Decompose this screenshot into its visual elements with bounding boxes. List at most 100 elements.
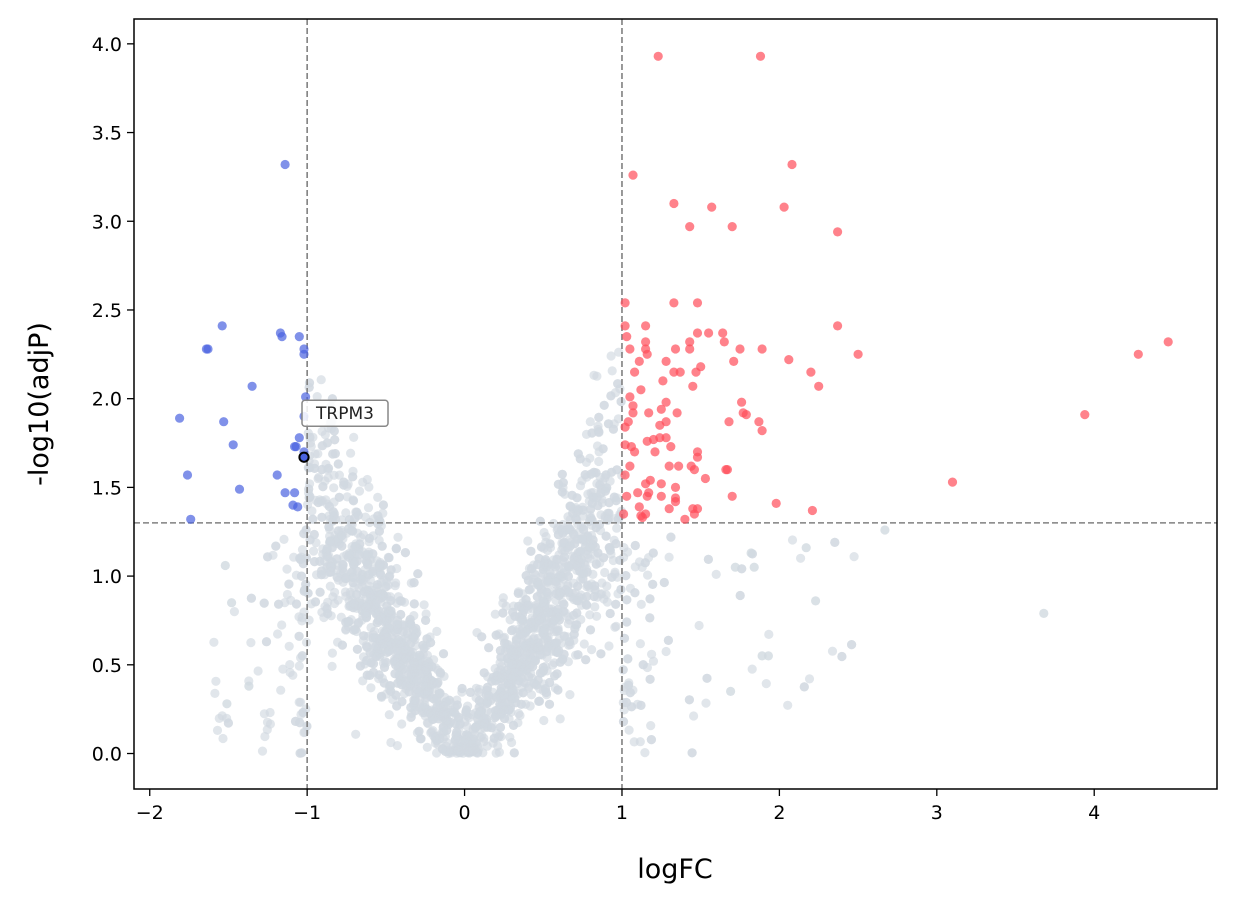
y-tick-label: 1.0 xyxy=(92,566,122,588)
ns-point xyxy=(593,501,603,511)
ns-point xyxy=(565,501,575,511)
up-regulated-point xyxy=(685,344,695,354)
ns-point xyxy=(401,680,411,691)
ns-point xyxy=(295,697,306,707)
ns-point xyxy=(371,641,381,651)
up-regulated-point xyxy=(656,404,666,414)
ns-point xyxy=(514,675,524,686)
y-tick-label: 3.5 xyxy=(92,123,122,145)
up-regulated-point xyxy=(642,349,652,359)
gene-annotations: TRPM3 xyxy=(298,399,389,463)
ns-point xyxy=(376,570,386,580)
x-tick-label: 0 xyxy=(459,802,471,824)
ns-point xyxy=(403,670,413,680)
up-regulated-point xyxy=(1080,410,1090,420)
x-tick-label: 2 xyxy=(773,802,785,824)
ns-point xyxy=(565,690,575,700)
ns-point xyxy=(602,597,613,607)
ns-point xyxy=(479,668,489,678)
ns-point xyxy=(330,435,340,445)
ns-point xyxy=(473,714,483,724)
ns-point xyxy=(757,651,767,661)
up-regulated-point xyxy=(672,408,682,418)
ns-point xyxy=(623,654,633,664)
ns-point xyxy=(622,617,632,627)
ns-point xyxy=(276,685,286,695)
plot-frame xyxy=(133,18,1218,790)
ns-point xyxy=(422,742,432,752)
ns-point xyxy=(360,608,370,618)
not-significant-points xyxy=(209,347,1049,759)
ns-point xyxy=(638,660,648,670)
ns-point xyxy=(362,655,372,666)
ns-point xyxy=(594,427,604,437)
ns-point xyxy=(621,571,631,581)
ns-point xyxy=(564,587,574,597)
down-regulated-point xyxy=(175,413,185,423)
ns-point xyxy=(535,516,545,526)
up-regulated-point xyxy=(680,514,690,524)
x-tick-label: 3 xyxy=(931,802,943,824)
ns-point xyxy=(420,666,430,676)
up-regulated-point xyxy=(641,479,651,489)
ns-point xyxy=(442,738,452,748)
up-regulated-point xyxy=(650,447,660,457)
ns-point xyxy=(348,472,358,482)
ns-point xyxy=(312,392,322,402)
ns-point xyxy=(398,627,408,637)
ns-point xyxy=(482,741,492,751)
ns-point xyxy=(386,737,396,748)
x-axis-label: logFC xyxy=(637,854,713,885)
ns-point xyxy=(297,651,307,661)
ns-point xyxy=(701,698,711,708)
ns-point xyxy=(360,512,371,522)
up-regulated-point xyxy=(628,408,638,418)
up-regulated-point xyxy=(644,408,654,418)
ns-point xyxy=(553,479,564,489)
ns-point xyxy=(587,428,597,438)
ns-point xyxy=(341,573,351,584)
ns-point xyxy=(556,588,566,598)
ns-point xyxy=(525,701,535,711)
ns-point xyxy=(492,671,503,681)
ns-point xyxy=(538,662,548,673)
ns-point xyxy=(220,560,230,571)
ns-point xyxy=(409,599,419,609)
ns-point xyxy=(322,604,332,614)
ns-point xyxy=(385,681,396,691)
ns-point xyxy=(453,745,463,755)
up-regulated-point xyxy=(754,417,764,427)
ns-point xyxy=(366,683,376,693)
ns-point xyxy=(623,547,633,557)
ns-point xyxy=(381,616,391,626)
ns-point xyxy=(666,532,676,542)
ns-point xyxy=(294,631,304,641)
ns-point xyxy=(553,604,563,615)
ns-point xyxy=(344,524,354,534)
ns-point xyxy=(490,609,500,619)
up-regulated-point xyxy=(634,502,644,512)
ns-point xyxy=(329,426,339,436)
ns-point xyxy=(635,639,646,649)
ns-point xyxy=(349,560,359,570)
ns-point xyxy=(598,444,608,454)
up-regulated-point xyxy=(642,436,652,446)
ns-point xyxy=(376,691,387,701)
ns-point xyxy=(384,646,394,656)
ns-point xyxy=(607,572,617,582)
ns-point xyxy=(508,685,518,695)
ns-point xyxy=(596,649,606,659)
ns-point xyxy=(811,596,821,606)
ns-point xyxy=(222,699,232,709)
ns-point xyxy=(539,527,549,538)
ns-point xyxy=(435,734,445,744)
ns-point xyxy=(592,611,602,621)
ns-point xyxy=(520,641,531,652)
ns-point xyxy=(496,652,506,662)
up-regulated-point xyxy=(620,321,630,331)
ns-point xyxy=(299,529,309,539)
ns-point xyxy=(581,655,591,665)
ns-point xyxy=(356,574,366,584)
ns-point xyxy=(543,576,553,586)
ns-point xyxy=(398,646,408,656)
